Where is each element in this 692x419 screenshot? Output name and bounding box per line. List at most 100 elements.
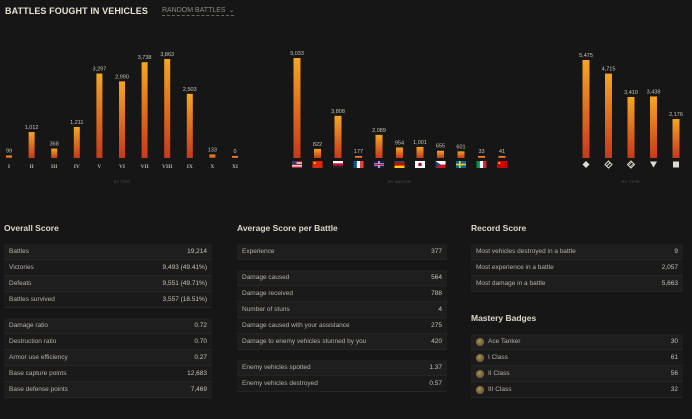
flag-france-icon — [353, 161, 364, 168]
chart-bar[interactable] — [355, 156, 362, 158]
tank-destroyer-icon — [650, 161, 657, 168]
chart-bar[interactable] — [396, 147, 403, 158]
average-row: Enemy vehicles destroyed 0.57 — [237, 376, 447, 392]
chart-axis-caption: BY TIER — [114, 180, 131, 184]
chart-bar[interactable] — [334, 115, 342, 158]
bar-value-label: 41 — [499, 149, 505, 155]
chart-bar[interactable] — [457, 151, 465, 158]
average-row: Damage caused 564 — [237, 270, 447, 286]
average-label-text: Damage caused — [242, 274, 290, 281]
overall-row: Battles survived 3,557 (18.51%) — [4, 292, 212, 308]
average-row: Damage received 788 — [237, 286, 447, 302]
bar-value-label: 2,990 — [115, 74, 129, 80]
chart-bar[interactable] — [627, 96, 635, 158]
chart-bar[interactable] — [96, 73, 103, 158]
average-label: Damage to enemy vehicles stunned by you — [242, 338, 366, 345]
bar-value-label: 5,475 — [579, 53, 593, 59]
chart-bar[interactable] — [582, 60, 590, 158]
overall-label-text: Victories — [9, 264, 34, 271]
average-score-panel: Average Score per Battle Experience 377 D… — [237, 222, 447, 392]
bar-value-label: 3,808 — [331, 109, 345, 115]
record-label: Most experience in a battle — [476, 264, 554, 271]
overall-label: Battles survived — [9, 296, 55, 303]
chart-bar[interactable] — [232, 156, 238, 158]
chart-bar[interactable] — [314, 148, 321, 158]
overall-label: Victories — [9, 264, 34, 271]
chart-bar[interactable] — [28, 132, 35, 158]
overall-value: 0.70 — [194, 338, 207, 345]
average-row: Experience 377 — [237, 244, 447, 260]
chart-bar[interactable] — [478, 156, 485, 158]
average-label-text: Experience — [242, 248, 275, 255]
bar-value-label: 1,001 — [413, 140, 427, 146]
record-rows: Most vehicles destroyed in a battle 9 Most… — [471, 244, 683, 292]
chart-bar[interactable] — [375, 134, 383, 158]
tier-label: VI — [119, 164, 125, 170]
overall-label-text: Damage ratio — [9, 322, 49, 329]
record-score-panel: Record Score Most vehicles destroyed in … — [471, 222, 683, 398]
average-value: 377 — [431, 248, 442, 255]
overall-value: 3,557 (18.51%) — [162, 296, 207, 303]
chart-bar[interactable] — [73, 126, 80, 158]
chart-bar[interactable] — [209, 154, 216, 158]
chart-bar[interactable] — [416, 146, 424, 158]
chart-bar[interactable] — [605, 73, 612, 158]
flag-italy-icon — [476, 161, 487, 168]
overall-score-title: Overall Score — [4, 223, 59, 233]
overall-value: 7,469 — [190, 386, 207, 393]
flag-usa-icon — [292, 161, 302, 168]
third-class-badge-icon — [476, 385, 484, 394]
bar-value-label: 3,410 — [624, 90, 638, 96]
section-title: BATTLES FOUGHT IN VEHICLES — [5, 6, 148, 16]
chart-bar[interactable] — [186, 93, 193, 158]
bar-value-label: 3,863 — [160, 52, 174, 58]
overall-primary-rows: Battles 19,214 Victories 9,493 (49.41%) Defe… — [4, 244, 212, 308]
tier-label: IX — [187, 164, 193, 170]
mastery-rows: Ace Tanker 30 I Class 61 II Class 56 III Class… — [471, 334, 683, 398]
average-label: Damage received — [242, 290, 293, 297]
chart-bar[interactable] — [141, 62, 148, 158]
bar-value-label: 133 — [208, 148, 217, 154]
flag-sweden-icon — [456, 161, 466, 168]
chart-bar[interactable] — [650, 96, 657, 158]
average-value: 0.57 — [429, 380, 442, 387]
overall-row: Base capture points 12,683 — [4, 366, 212, 382]
chart-bar[interactable] — [293, 58, 301, 158]
overall-label-text: Battles — [9, 248, 29, 255]
record-row: Most experience in a battle 2,057 — [471, 260, 683, 276]
mastery-label-text: II Class — [488, 370, 510, 377]
mastery-label-text: III Class — [488, 386, 512, 393]
record-label-text: Most vehicles destroyed in a battle — [476, 248, 576, 255]
average-row: Enemy vehicles spotted 1.37 — [237, 360, 447, 376]
chart-bar[interactable] — [6, 155, 12, 158]
chart-by-type: 5,475 4,715 3,410 3,438 2,176 BY TYPE — [579, 53, 683, 184]
mastery-row: III Class 32 — [471, 382, 683, 398]
mastery-badges-title: Mastery Badges — [471, 313, 537, 323]
overall-row: Destruction ratio 0.70 — [4, 334, 212, 350]
overall-value: 9,493 (49.41%) — [162, 264, 207, 271]
chart-bar[interactable] — [51, 148, 58, 158]
chart-bar[interactable] — [164, 59, 171, 158]
spg-icon — [673, 161, 679, 168]
bar-value-label: 2,176 — [669, 112, 683, 118]
tier-label: V — [97, 164, 101, 170]
overall-row: Damage ratio 0.72 — [4, 318, 212, 334]
tier-label: VII — [140, 164, 148, 170]
flag-czech-icon — [333, 161, 343, 168]
battle-mode-label: RANDOM BATTLES — [161, 6, 226, 14]
record-label: Most damage in a battle — [476, 280, 545, 287]
overall-row: Battles 19,214 — [4, 244, 212, 260]
overall-secondary-rows: Damage ratio 0.72 Destruction ratio 0.70 Arm… — [4, 318, 212, 398]
flag-germany-icon — [394, 161, 405, 168]
flag-uk-icon — [374, 161, 384, 168]
overall-value: 0.72 — [194, 322, 207, 329]
bar-value-label: 368 — [50, 142, 59, 148]
overall-label: Base capture points — [9, 370, 66, 377]
chart-bar[interactable] — [672, 119, 680, 158]
chart-bar[interactable] — [498, 156, 506, 158]
chart-bar[interactable] — [437, 150, 444, 158]
average-label-text: Number of stuns — [242, 306, 290, 313]
flag-japan-icon — [415, 161, 425, 168]
chart-bar[interactable] — [119, 81, 125, 158]
battle-mode-dropdown[interactable]: RANDOM BATTLES ⌄ — [161, 6, 235, 16]
